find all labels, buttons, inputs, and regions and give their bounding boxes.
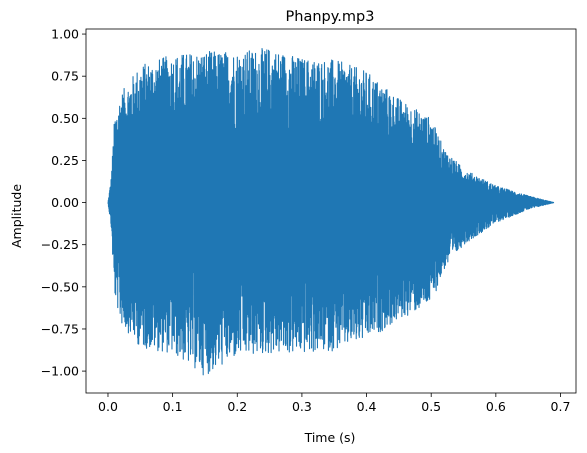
x-tick-label: 0.6 <box>486 399 506 414</box>
y-tick-label: −0.25 <box>41 237 79 252</box>
y-tick-label: −1.00 <box>41 364 79 379</box>
x-tick-label: 0.1 <box>163 399 183 414</box>
x-tick-label: 0.0 <box>98 399 118 414</box>
plot-frame <box>85 28 577 394</box>
waveform-line <box>107 48 555 376</box>
chart-title: Phanpy.mp3 <box>286 9 375 25</box>
x-tick-label: 0.5 <box>421 399 441 414</box>
y-tick-label: 0.25 <box>51 153 79 168</box>
y-tick-label: 0.00 <box>51 195 79 210</box>
y-tick-label: −0.75 <box>41 321 79 336</box>
waveform-series <box>107 48 555 376</box>
x-tick-label: 0.2 <box>227 399 247 414</box>
x-tick-label: 0.7 <box>551 399 571 414</box>
x-tick-label: 0.3 <box>292 399 312 414</box>
y-axis-title: Amplitude <box>9 184 24 248</box>
y-tick-label: 0.75 <box>51 69 79 84</box>
x-tick-label: 0.4 <box>357 399 377 414</box>
y-tick-label: −0.50 <box>41 279 79 294</box>
x-axis: 0.0 0.1 0.2 0.3 0.4 0.5 0.6 0.7 <box>98 393 570 414</box>
y-tick-label: 1.00 <box>51 27 79 42</box>
x-axis-title: Time (s) <box>304 430 356 445</box>
y-axis: −1.00 −0.75 −0.50 −0.25 0.00 0.25 0.50 0.75 1.00 <box>41 27 86 379</box>
y-tick-label: 0.50 <box>51 111 79 126</box>
